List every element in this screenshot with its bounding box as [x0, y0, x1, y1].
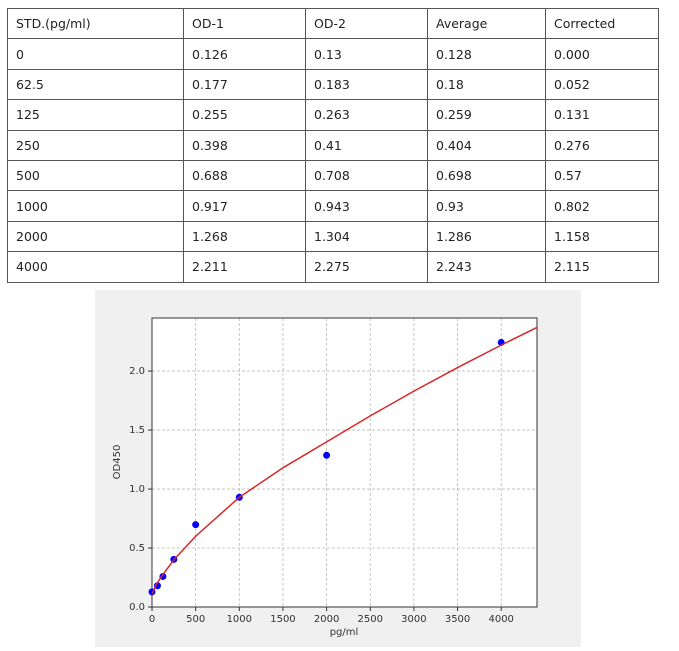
table-cell: 0.708: [305, 159, 428, 192]
table-cell: 1.268: [183, 220, 306, 253]
table-cell: 2.243: [427, 251, 546, 283]
table-cell: OD-1: [183, 7, 306, 40]
table-cell: 0.398: [183, 129, 306, 161]
x-tick-label: 500: [186, 614, 205, 625]
table-cell: 0.93: [427, 190, 546, 222]
table-cell: 1.286: [427, 220, 546, 253]
table-cell: STD.(pg/ml): [7, 7, 184, 40]
table-cell: 1000: [7, 190, 184, 222]
table-cell: 1.158: [545, 220, 659, 253]
table-cell: 0.000: [545, 38, 659, 70]
y-tick-label: 1.5: [129, 425, 145, 436]
table-cell: 0: [7, 38, 184, 70]
fit-curve: [151, 326, 538, 595]
table-cell: 0.41: [305, 129, 428, 161]
table-row: 0 0.126 0.13 0.128 0.000: [7, 38, 659, 70]
table-cell: 62.5: [7, 68, 184, 101]
header-row: STD.(pg/ml) OD-1 OD-2 Average Corrected: [7, 7, 659, 40]
data-point: [323, 451, 331, 459]
table-cell: 0.183: [305, 68, 428, 101]
table-cell: OD-2: [305, 7, 428, 40]
chart: pg/ml OD450 0.0 0.5 1.0 1.5 2.0 0 500 1000 1500 2…: [112, 317, 538, 638]
y-tick-label: 0.0: [129, 602, 145, 613]
table-row: 125 0.255 0.263 0.259 0.131: [7, 99, 659, 131]
table-cell: 0.263: [305, 99, 428, 131]
table-row: 2000 1.268 1.304 1.286 1.158: [7, 220, 659, 253]
table-row: 250 0.398 0.41 0.404 0.276: [7, 129, 659, 161]
y-axis-label: OD450: [112, 445, 123, 480]
x-tick-label: 3500: [445, 614, 470, 625]
table-cell: 0.255: [183, 99, 306, 131]
table-cell: 0.18: [427, 68, 546, 101]
x-axis-label: pg/ml: [330, 627, 359, 638]
table-cell: 0.128: [427, 38, 546, 70]
table-row: 62.5 0.177 0.183 0.18 0.052: [7, 68, 659, 101]
table-cell: 0.177: [183, 68, 306, 101]
x-tick-label: 1500: [270, 614, 295, 625]
plot-frame: [151, 317, 538, 608]
data-point: [192, 521, 200, 529]
table-row: 1000 0.917 0.943 0.93 0.802: [7, 190, 659, 222]
table-cell: Average: [427, 7, 546, 40]
x-tick-label: 2500: [358, 614, 383, 625]
table-cell: 125: [7, 99, 184, 131]
table-cell: 500: [7, 159, 184, 192]
table-cell: 2000: [7, 220, 184, 253]
table-cell: 0.802: [545, 190, 659, 222]
table-cell: 250: [7, 129, 184, 161]
table-row: 4000 2.211 2.275 2.243 2.115: [7, 251, 659, 283]
table-row: 500 0.688 0.708 0.698 0.57: [7, 159, 659, 192]
x-tick-label: 2000: [314, 614, 339, 625]
table-cell: 1.304: [305, 220, 428, 253]
table-cell: 0.404: [427, 129, 546, 161]
table-cell: 0.276: [545, 129, 659, 161]
table-cell: 0.126: [183, 38, 306, 70]
table-cell: 4000: [7, 251, 184, 283]
x-tick-label: 0: [149, 614, 155, 625]
table-cell: 0.917: [183, 190, 306, 222]
plot-area: [152, 318, 537, 607]
table-cell: 0.698: [427, 159, 546, 192]
table-cell: 0.688: [183, 159, 306, 192]
table-cell: 0.13: [305, 38, 428, 70]
data-table: STD.(pg/ml) OD-1 OD-2 Average Corrected 0 0.12…: [7, 7, 659, 283]
y-tick-label: 0.5: [129, 543, 145, 554]
y-tick-label: 1.0: [129, 484, 145, 495]
x-tick-label: 1000: [227, 614, 252, 625]
x-tick-label: 4000: [488, 614, 513, 625]
table-cell: 0.052: [545, 68, 659, 101]
table-cell: 0.943: [305, 190, 428, 222]
table-cell: 0.131: [545, 99, 659, 131]
chart-panel: pg/ml OD450 0.0 0.5 1.0 1.5 2.0 0 500 1000 1500 2…: [95, 290, 581, 647]
table-cell: 0.259: [427, 99, 546, 131]
y-tick-label: 2.0: [129, 366, 145, 377]
table-cell: 0.57: [545, 159, 659, 192]
x-tick-label: 3000: [401, 614, 426, 625]
table-cell: 2.115: [545, 251, 659, 283]
table-cell: Corrected: [545, 7, 659, 40]
table-cell: 2.211: [183, 251, 306, 283]
table-cell: 2.275: [305, 251, 428, 283]
